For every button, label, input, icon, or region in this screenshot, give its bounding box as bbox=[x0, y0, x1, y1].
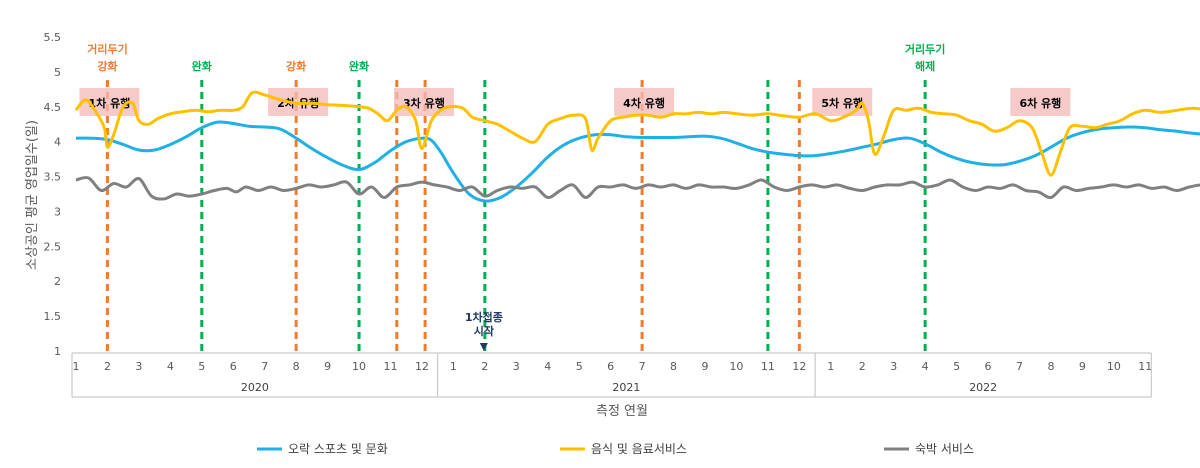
y-tick-label: 5.5 bbox=[44, 31, 62, 44]
x-tick-label: 10 bbox=[352, 360, 366, 373]
event-label: 해제 bbox=[915, 59, 935, 73]
x-tick-label: 1 bbox=[450, 360, 457, 373]
x-year-label: 2020 bbox=[241, 381, 269, 394]
wave-label: 5차 유행 bbox=[821, 96, 863, 110]
legend-label: 숙박 서비스 bbox=[915, 442, 974, 456]
y-axis-ticks: 1 1.5 2 2.5 3 3.5 4 4.5 5 5.5 bbox=[44, 31, 62, 358]
wave-box bbox=[614, 88, 675, 116]
x-tick-label: 10 bbox=[1107, 360, 1121, 373]
x-tick-label: 12 bbox=[415, 360, 429, 373]
x-tick-label: 11 bbox=[1138, 360, 1152, 373]
x-tick-label: 6 bbox=[230, 360, 237, 373]
x-tick-label: 6 bbox=[607, 360, 614, 373]
x-tick-label: 7 bbox=[639, 360, 646, 373]
x-tick-label: 2 bbox=[859, 360, 866, 373]
x-tick-label: 12 bbox=[792, 360, 806, 373]
y-tick-label: 2 bbox=[54, 275, 61, 288]
y-tick-label: 4 bbox=[54, 136, 61, 149]
x-tick-label: 4 bbox=[167, 360, 174, 373]
wave-label: 4차 유행 bbox=[623, 96, 665, 110]
wave-box bbox=[1010, 88, 1071, 116]
vaccination-label: 시작 bbox=[474, 324, 494, 338]
x-tick-label: 8 bbox=[1047, 360, 1054, 373]
wave-box bbox=[393, 88, 454, 116]
x-tick-label: 5 bbox=[576, 360, 583, 373]
series-line-3 bbox=[75, 176, 1200, 201]
x-tick-label: 11 bbox=[761, 360, 775, 373]
x-year-label: 2022 bbox=[969, 381, 997, 394]
x-tick-label: 10 bbox=[729, 360, 743, 373]
legend: 오락 스포츠 및 문화 음식 및 음료서비스 숙박 서비스 bbox=[257, 442, 974, 456]
y-tick-label: 3.5 bbox=[44, 171, 62, 184]
y-tick-label: 1.5 bbox=[44, 310, 62, 323]
event-label: 완화 bbox=[192, 59, 212, 73]
x-tick-label: 9 bbox=[324, 360, 331, 373]
x-tick-label: 5 bbox=[953, 360, 960, 373]
y-tick-label: 1 bbox=[54, 345, 61, 358]
x-tick-label: 8 bbox=[670, 360, 677, 373]
event-label: 거리두기 bbox=[87, 42, 127, 56]
x-axis-title: 측정 연월 bbox=[596, 404, 648, 419]
event-lines bbox=[105, 80, 927, 351]
series-line-1 bbox=[75, 120, 1200, 203]
x-year-label: 2021 bbox=[612, 381, 640, 394]
x-tick-label: 3 bbox=[513, 360, 520, 373]
x-tick-label: 1 bbox=[827, 360, 834, 373]
x-tick-label: 4 bbox=[544, 360, 551, 373]
x-tick-label: 9 bbox=[702, 360, 709, 373]
event-label: 강화 bbox=[286, 59, 306, 73]
x-tick-label: 6 bbox=[985, 360, 992, 373]
x-tick-label: 7 bbox=[261, 360, 268, 373]
x-tick-label: 3 bbox=[890, 360, 897, 373]
series-line-2 bbox=[74, 90, 1200, 177]
series-lines bbox=[74, 90, 1200, 203]
y-tick-label: 2.5 bbox=[44, 240, 62, 253]
x-tick-label: 7 bbox=[1016, 360, 1023, 373]
event-label: 거리두기 bbox=[905, 42, 945, 56]
y-tick-label: 3 bbox=[54, 205, 61, 218]
y-axis-title-group: 소상공인 평균 영업일수(일) bbox=[25, 120, 40, 270]
wave-label: 3차 유행 bbox=[403, 96, 445, 110]
wave-label: 6차 유행 bbox=[1019, 96, 1061, 110]
x-tick-label: 3 bbox=[135, 360, 142, 373]
vaccination-label: 1차접종 bbox=[465, 310, 503, 324]
event-label: 완화 bbox=[349, 59, 369, 73]
legend-label: 오락 스포츠 및 문화 bbox=[288, 442, 388, 456]
x-tick-label: 5 bbox=[198, 360, 205, 373]
event-label: 강화 bbox=[97, 59, 117, 73]
x-tick-label: 9 bbox=[1079, 360, 1086, 373]
x-tick-label: 2 bbox=[481, 360, 488, 373]
x-tick-label: 1 bbox=[73, 360, 80, 373]
vaccination-arrow bbox=[479, 343, 488, 351]
y-axis-title: 소상공인 평균 영업일수(일) bbox=[25, 120, 40, 270]
x-tick-label: 8 bbox=[293, 360, 300, 373]
y-tick-label: 4.5 bbox=[44, 101, 62, 114]
y-tick-label: 5 bbox=[54, 66, 61, 79]
wave-label: 1차 유행 bbox=[89, 96, 131, 110]
x-tick-label: 11 bbox=[384, 360, 398, 373]
wave-labels: 1차 유행 2차 유행 3차 유행 4차 유행 5차 유행 6차 유행 bbox=[79, 88, 1071, 116]
legend-label: 음식 및 음료서비스 bbox=[591, 442, 687, 456]
x-tick-label: 4 bbox=[922, 360, 929, 373]
x-tick-label: 2 bbox=[104, 360, 111, 373]
